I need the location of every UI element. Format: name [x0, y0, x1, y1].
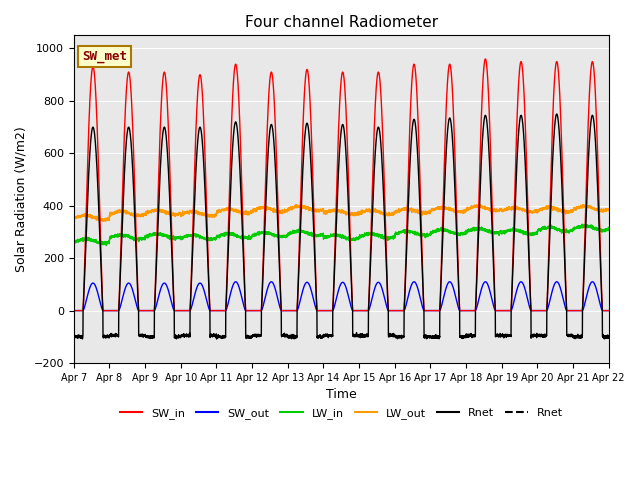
X-axis label: Time: Time [326, 388, 356, 401]
LW_in [321, 235, 329, 241]
LW_out [102, 218, 109, 224]
SW_in [492, 308, 499, 313]
LW_out [70, 216, 77, 221]
SW_in [481, 56, 489, 62]
LW_out [604, 207, 612, 213]
SW_in [461, 308, 468, 313]
Line: SW_out: SW_out [74, 282, 609, 311]
Y-axis label: Solar Radiation (W/m2): Solar Radiation (W/m2) [15, 126, 28, 272]
Line: SW_in: SW_in [74, 59, 609, 311]
Rnet [553, 111, 561, 117]
SW_out [321, 308, 329, 313]
LW_out [431, 205, 439, 211]
Line: LW_out: LW_out [74, 204, 609, 221]
SW_out [461, 308, 469, 313]
LW_out [166, 211, 174, 216]
Rnet [212, 336, 220, 342]
Line: LW_in: LW_in [74, 224, 609, 245]
SW_out [431, 308, 439, 313]
Rnet [492, 332, 499, 337]
Title: Four channel Radiometer: Four channel Radiometer [244, 15, 438, 30]
LW_in [70, 239, 77, 245]
SW_out [166, 293, 173, 299]
Line: Rnet: Rnet [74, 114, 609, 339]
SW_in [166, 169, 173, 175]
Rnet [605, 335, 612, 341]
SW_out [70, 308, 77, 313]
LW_out [605, 206, 612, 212]
SW_out [492, 308, 499, 313]
LW_in [605, 227, 612, 232]
SW_in [321, 308, 329, 313]
Rnet [431, 335, 439, 340]
LW_in [102, 242, 110, 248]
Rnet [70, 334, 77, 339]
Legend: SW_in, SW_out, LW_in, LW_out, Rnet, Rnet: SW_in, SW_out, LW_in, LW_out, Rnet, Rnet [115, 403, 567, 423]
Rnet [604, 335, 612, 340]
LW_out [321, 208, 329, 214]
LW_in [461, 230, 469, 236]
LW_in [166, 233, 174, 239]
LW_in [431, 229, 439, 235]
SW_in [604, 308, 612, 313]
SW_out [605, 308, 612, 313]
Rnet [461, 335, 469, 341]
LW_out [477, 202, 484, 207]
SW_in [605, 308, 612, 313]
LW_in [604, 226, 612, 231]
SW_out [604, 308, 612, 313]
SW_out [232, 279, 239, 285]
LW_in [579, 221, 586, 227]
LW_out [461, 210, 469, 216]
SW_in [431, 308, 439, 313]
SW_in [70, 308, 77, 313]
Text: SW_met: SW_met [82, 50, 127, 63]
LW_out [492, 208, 499, 214]
Rnet [166, 201, 173, 206]
Rnet [321, 333, 329, 339]
LW_in [492, 230, 499, 236]
